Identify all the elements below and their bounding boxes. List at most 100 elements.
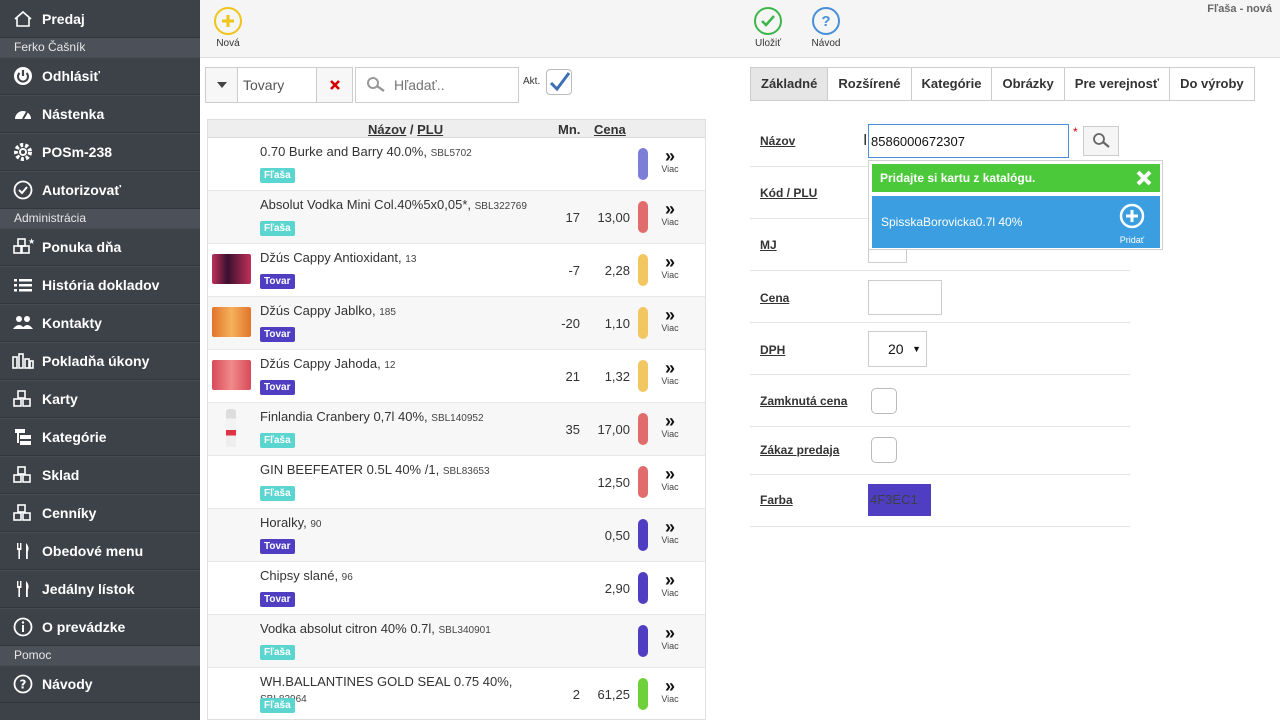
tab-obrazky[interactable]: Obrázky: [992, 67, 1065, 101]
form-tabs: Základné Rozšírené Kategórie Obrázky Pre ver…: [750, 67, 1255, 101]
search-box[interactable]: [355, 67, 519, 103]
product-row[interactable]: Džús Cappy Antioxidant, 13 Tovar -7 2,28 » Vi…: [208, 244, 705, 297]
sidebar-item-pokladna-ukony[interactable]: Pokladňa úkony: [0, 342, 200, 380]
product-row[interactable]: Chipsy slané, 96 Tovar 2,90 » Viac: [208, 562, 705, 615]
product-plu: 90: [310, 519, 322, 530]
double-chevron-right-icon: »: [664, 570, 675, 590]
product-row[interactable]: Džús Cappy Jablko, 185 Tovar -20 1,10 » Viac: [208, 297, 705, 350]
more-button[interactable]: » Viac: [658, 359, 682, 386]
users-icon: [12, 312, 34, 334]
locked-price-checkbox[interactable]: [871, 388, 897, 414]
sidebar-item-nastenka[interactable]: Nástenka: [0, 95, 200, 133]
color-picker[interactable]: 4F3EC1: [868, 484, 931, 516]
type-select-value: Tovary: [243, 77, 285, 93]
check-circle-icon: [12, 179, 34, 201]
sidebar-item-ponuka-dna[interactable]: ★ Ponuka dňa: [0, 228, 200, 266]
more-button[interactable]: » Viac: [658, 624, 682, 651]
more-button[interactable]: » Viac: [658, 306, 682, 333]
sidebar-item-navody[interactable]: ? Návody: [0, 665, 200, 703]
catalog-item[interactable]: SpisskaBorovicka0.7l 40% Pridať: [872, 196, 1160, 248]
sort-plu-link[interactable]: PLU: [417, 122, 444, 137]
product-price: 13,00: [597, 210, 630, 225]
catalog-add-button[interactable]: Pridať: [1112, 203, 1152, 245]
search-input[interactable]: [394, 77, 504, 93]
sidebar-item-predaj[interactable]: Predaj: [0, 0, 200, 38]
product-price: 1,10: [604, 316, 630, 331]
double-chevron-right-icon: »: [664, 411, 675, 431]
sidebar-item-label: Jedálny lístok: [42, 581, 135, 597]
sidebar-item-label: POSm-238: [42, 144, 113, 160]
more-label: Viac: [661, 535, 679, 545]
product-row[interactable]: Absolut Vodka Mini Col.40%5x0,05*, SBL32…: [208, 191, 705, 244]
help-button[interactable]: ? Návod: [801, 7, 851, 49]
home-icon: [12, 8, 34, 30]
boxes-icon: [12, 464, 34, 486]
double-chevron-right-icon: »: [664, 199, 675, 219]
sidebar-item-o-prevadzke[interactable]: O prevádzke: [0, 608, 200, 646]
more-button[interactable]: » Viac: [658, 252, 682, 280]
locked-price-row: Zamknutá cena: [750, 375, 1130, 427]
more-button[interactable]: » Viac: [658, 147, 682, 174]
product-color-bar: [638, 307, 648, 339]
sidebar-item-cenniky[interactable]: Cenníky: [0, 494, 200, 532]
product-color-bar: [638, 572, 648, 604]
tab-zakladne[interactable]: Základné: [750, 67, 829, 101]
product-name-text: Džús Cappy Jahoda: [260, 356, 378, 371]
sidebar-item-historia-dokladov[interactable]: História dokladov: [0, 266, 200, 304]
sidebar-item-posm-238[interactable]: POSm-238: [0, 133, 200, 171]
price-input[interactable]: [868, 280, 942, 315]
active-filter-checkbox[interactable]: [546, 69, 572, 95]
question-icon: ?: [812, 7, 840, 35]
tab-kategorie[interactable]: Kategórie: [911, 67, 993, 101]
sidebar-item-obedove-menu[interactable]: Obedové menu: [0, 532, 200, 570]
catalog-search-button[interactable]: [1083, 126, 1119, 156]
product-name-text: GIN BEEFEATER 0.5L 40% /1: [260, 462, 436, 477]
chevron-down-icon[interactable]: [206, 68, 238, 102]
double-chevron-right-icon: »: [664, 252, 675, 272]
sidebar-group-title: Ferko Čašník: [0, 38, 200, 57]
name-input[interactable]: [868, 124, 1069, 158]
bars-icon: [12, 350, 34, 372]
sidebar-item-jedalny-listok[interactable]: Jedálny lístok: [0, 570, 200, 608]
vat-select[interactable]: 20 ▼: [868, 331, 927, 367]
product-row[interactable]: Džús Cappy Jahoda, 12 Tovar 21 1,32 » Viac: [208, 350, 705, 403]
window-title: Fľaša - nová: [1207, 3, 1272, 15]
product-row[interactable]: Horalky, 90 Tovar 0,50 » Viac: [208, 509, 705, 562]
star-boxes-icon: ★: [12, 236, 34, 258]
more-button[interactable]: » Viac: [658, 518, 682, 545]
product-row[interactable]: WH.BALLANTINES GOLD SEAL 0.75 40%, SBL82…: [208, 668, 705, 719]
product-row[interactable]: 0.70 Burke and Barry 40.0%, SBL5702 Fľaša…: [208, 138, 705, 191]
more-button[interactable]: » Viac: [658, 465, 682, 492]
catalog-popup: Pridajte si kartu z katalógu. SpisskaBor…: [868, 160, 1163, 250]
sidebar-item-kontakty[interactable]: Kontakty: [0, 304, 200, 342]
tab-rozsirene[interactable]: Rozšírené: [828, 67, 912, 101]
sidebar-item-karty[interactable]: Karty: [0, 380, 200, 418]
clear-type-button[interactable]: [316, 67, 353, 103]
sale-ban-checkbox[interactable]: [871, 437, 897, 463]
sidebar-item-kategorie[interactable]: Kategórie: [0, 418, 200, 456]
more-button[interactable]: » Viac: [658, 570, 682, 598]
list-icon: [12, 274, 34, 296]
sidebar-item-autorizovat[interactable]: Autorizovať: [0, 171, 200, 209]
tab-pre-verejnost[interactable]: Pre verejnosť: [1064, 67, 1171, 101]
tab-do-vyroby[interactable]: Do výroby: [1170, 67, 1255, 101]
sidebar-item-odhlasit[interactable]: Odhlásiť: [0, 57, 200, 95]
sort-name-link[interactable]: Názov: [368, 122, 407, 137]
product-row[interactable]: Finlandia Cranbery 0,7l 40%, SBL140952 Fľ…: [208, 403, 705, 456]
save-button[interactable]: Uložiť: [743, 7, 793, 49]
close-icon[interactable]: [1134, 168, 1154, 188]
sidebar-item-label: Odhlásiť: [42, 68, 101, 84]
more-button[interactable]: » Viac: [658, 411, 682, 439]
check-icon: [549, 72, 571, 92]
sidebar-item-sklad[interactable]: Sklad: [0, 456, 200, 494]
product-row[interactable]: GIN BEEFEATER 0.5L 40% /1, SBL83653 Fľaša…: [208, 456, 705, 509]
product-row[interactable]: Vodka absolut citron 40% 0.7l, SBL340901…: [208, 615, 705, 668]
new-button[interactable]: Nová: [203, 7, 253, 49]
product-color-bar: [638, 360, 648, 392]
text-cursor-icon: I: [863, 132, 868, 149]
vat-select-value: 20: [888, 341, 904, 357]
more-label: Viac: [661, 429, 679, 439]
more-button[interactable]: » Viac: [658, 199, 682, 227]
more-button[interactable]: » Viac: [658, 677, 682, 704]
sort-price-link[interactable]: Cena: [594, 122, 626, 137]
